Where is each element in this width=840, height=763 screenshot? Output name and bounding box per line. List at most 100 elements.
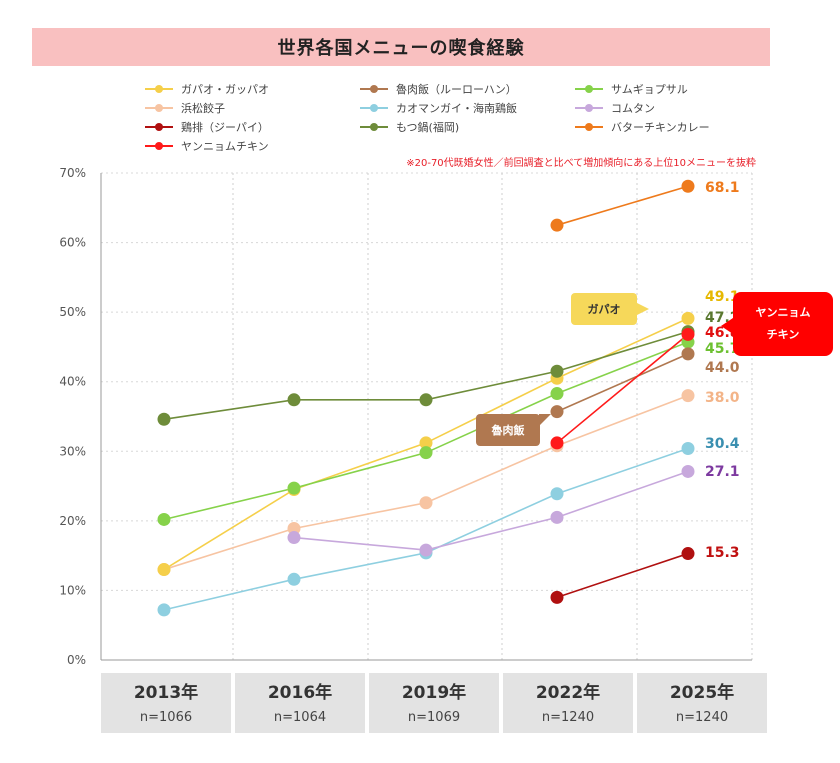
legend-label: もつ鍋(福岡) [396, 120, 460, 134]
legend-swatch [360, 103, 388, 113]
x-category: 2019年 n=1069 [369, 673, 499, 733]
legend-label: ガパオ・ガッパオ [181, 82, 269, 96]
data-point [550, 364, 564, 378]
x-category-year: 2022年 [535, 682, 601, 703]
value-label: 38.0 [705, 390, 740, 406]
data-point [550, 218, 564, 232]
series-line [556, 185, 689, 226]
x-category-sample-size: n=1066 [139, 709, 193, 725]
title-bar: 世界各国メニューの喫食経験 [32, 28, 770, 66]
data-point [550, 405, 564, 419]
legend-item: コムタン [575, 99, 745, 116]
y-tick-label: 0% [67, 653, 86, 667]
data-point [287, 522, 301, 536]
value-label: 45.7 [705, 341, 740, 357]
legend-label: 魯肉飯（ルーローハン） [396, 82, 517, 96]
x-category-sample-size: n=1064 [273, 709, 327, 725]
x-category: 2013年 n=1066 [101, 673, 231, 733]
x-category: 2016年 n=1064 [235, 673, 365, 733]
legend: ガパオ・ガッパオ 魯肉飯（ルーローハン） サムギョプサル浜松餃子 カオマンガイ・海南鶏… [145, 80, 745, 154]
legend-swatch [145, 122, 173, 132]
y-tick-label: 40% [59, 375, 86, 389]
data-point [419, 436, 433, 450]
legend-label: コムタン [611, 101, 655, 115]
data-point [287, 393, 301, 407]
legend-item: ガパオ・ガッパオ [145, 80, 360, 97]
legend-label: 浜松餃子 [181, 101, 225, 115]
legend-label: カオマンガイ・海南鶏飯 [396, 101, 517, 115]
legend-item: もつ鍋(福岡) [360, 118, 575, 135]
data-point [287, 531, 301, 545]
legend-swatch [575, 103, 603, 113]
legend-swatch [145, 84, 173, 94]
callout-yangnyeom-line2: チキン [766, 328, 800, 341]
data-point [550, 590, 564, 604]
x-category-year: 2019年 [401, 682, 467, 703]
legend-swatch [360, 122, 388, 132]
series-line [556, 333, 689, 444]
legend-item: カオマンガイ・海南鶏飯 [360, 99, 575, 116]
x-category-sample-size: n=1240 [675, 709, 729, 725]
value-label: 27.1 [705, 464, 740, 480]
data-point [157, 563, 171, 577]
x-category: 2025年 n=1240 [637, 673, 767, 733]
callout-yangnyeom-line1: ヤンニョム [755, 306, 811, 319]
x-category-year: 2025年 [669, 682, 735, 703]
data-point [681, 347, 695, 361]
value-label: 44.0 [705, 360, 740, 376]
legend-label: ヤンニョムチキン [181, 139, 269, 153]
series-line [163, 341, 689, 521]
chart-note: ※20-70代既婚女性／前回調査と比べて増加傾向にある上位10メニューを抜粋 [406, 158, 756, 169]
x-category-year: 2016年 [267, 682, 333, 703]
callout-lurou: 魯肉飯 [476, 414, 551, 446]
data-point [681, 389, 695, 403]
legend-swatch [145, 103, 173, 113]
chart-title: 世界各国メニューの喫食経験 [277, 38, 525, 59]
legend-label: バターチキンカレー [611, 120, 710, 134]
data-point [550, 487, 564, 501]
y-tick-label: 70% [59, 166, 86, 180]
x-category: 2022年 n=1240 [503, 673, 633, 733]
y-axis: 0% 10% 20% 30% 40% 50% 60% 70% [59, 166, 752, 667]
y-tick-label: 10% [59, 583, 86, 597]
series-line [163, 447, 689, 611]
callout-gapao: ガパオ [571, 293, 649, 325]
y-tick-label: 50% [59, 305, 86, 319]
legend-item: 魯肉飯（ルーローハン） [360, 80, 575, 97]
data-point [419, 543, 433, 557]
value-label: 68.1 [705, 180, 740, 196]
value-label: 49.1 [705, 289, 740, 305]
series-line [556, 353, 689, 413]
legend-item: サムギョプサル [575, 80, 745, 97]
data-point [287, 572, 301, 586]
data-point [681, 327, 695, 341]
data-point [681, 179, 695, 193]
series-line [556, 552, 689, 599]
legend-swatch [575, 122, 603, 132]
data-point [157, 603, 171, 617]
legend-swatch [145, 141, 173, 151]
series-points [157, 179, 695, 617]
legend-swatch [360, 84, 388, 94]
callout-yangnyeom: ヤンニョム チキン [721, 292, 833, 356]
data-point [157, 512, 171, 526]
data-point [419, 446, 433, 460]
value-labels: 38.030.427.149.145.744.047.215.368.146.8 [705, 180, 740, 561]
y-tick-label: 30% [59, 444, 86, 458]
data-point [419, 496, 433, 510]
legend-label: 鶏排（ジーパイ） [181, 120, 269, 134]
legend-swatch [575, 84, 603, 94]
x-category-sample-size: n=1069 [407, 709, 461, 725]
y-tick-label: 60% [59, 236, 86, 250]
data-point [681, 547, 695, 561]
x-axis-categories: 2013年 n=1066 2016年 n=1064 2019年 n=1069 2022年 n=… [101, 673, 767, 733]
series-line [293, 470, 689, 551]
data-point [157, 412, 171, 426]
grid [101, 172, 753, 660]
data-point [550, 387, 564, 401]
value-label: 30.4 [705, 436, 740, 452]
legend-item: 鶏排（ジーパイ） [145, 118, 360, 135]
data-point [681, 442, 695, 456]
data-point [419, 393, 433, 407]
